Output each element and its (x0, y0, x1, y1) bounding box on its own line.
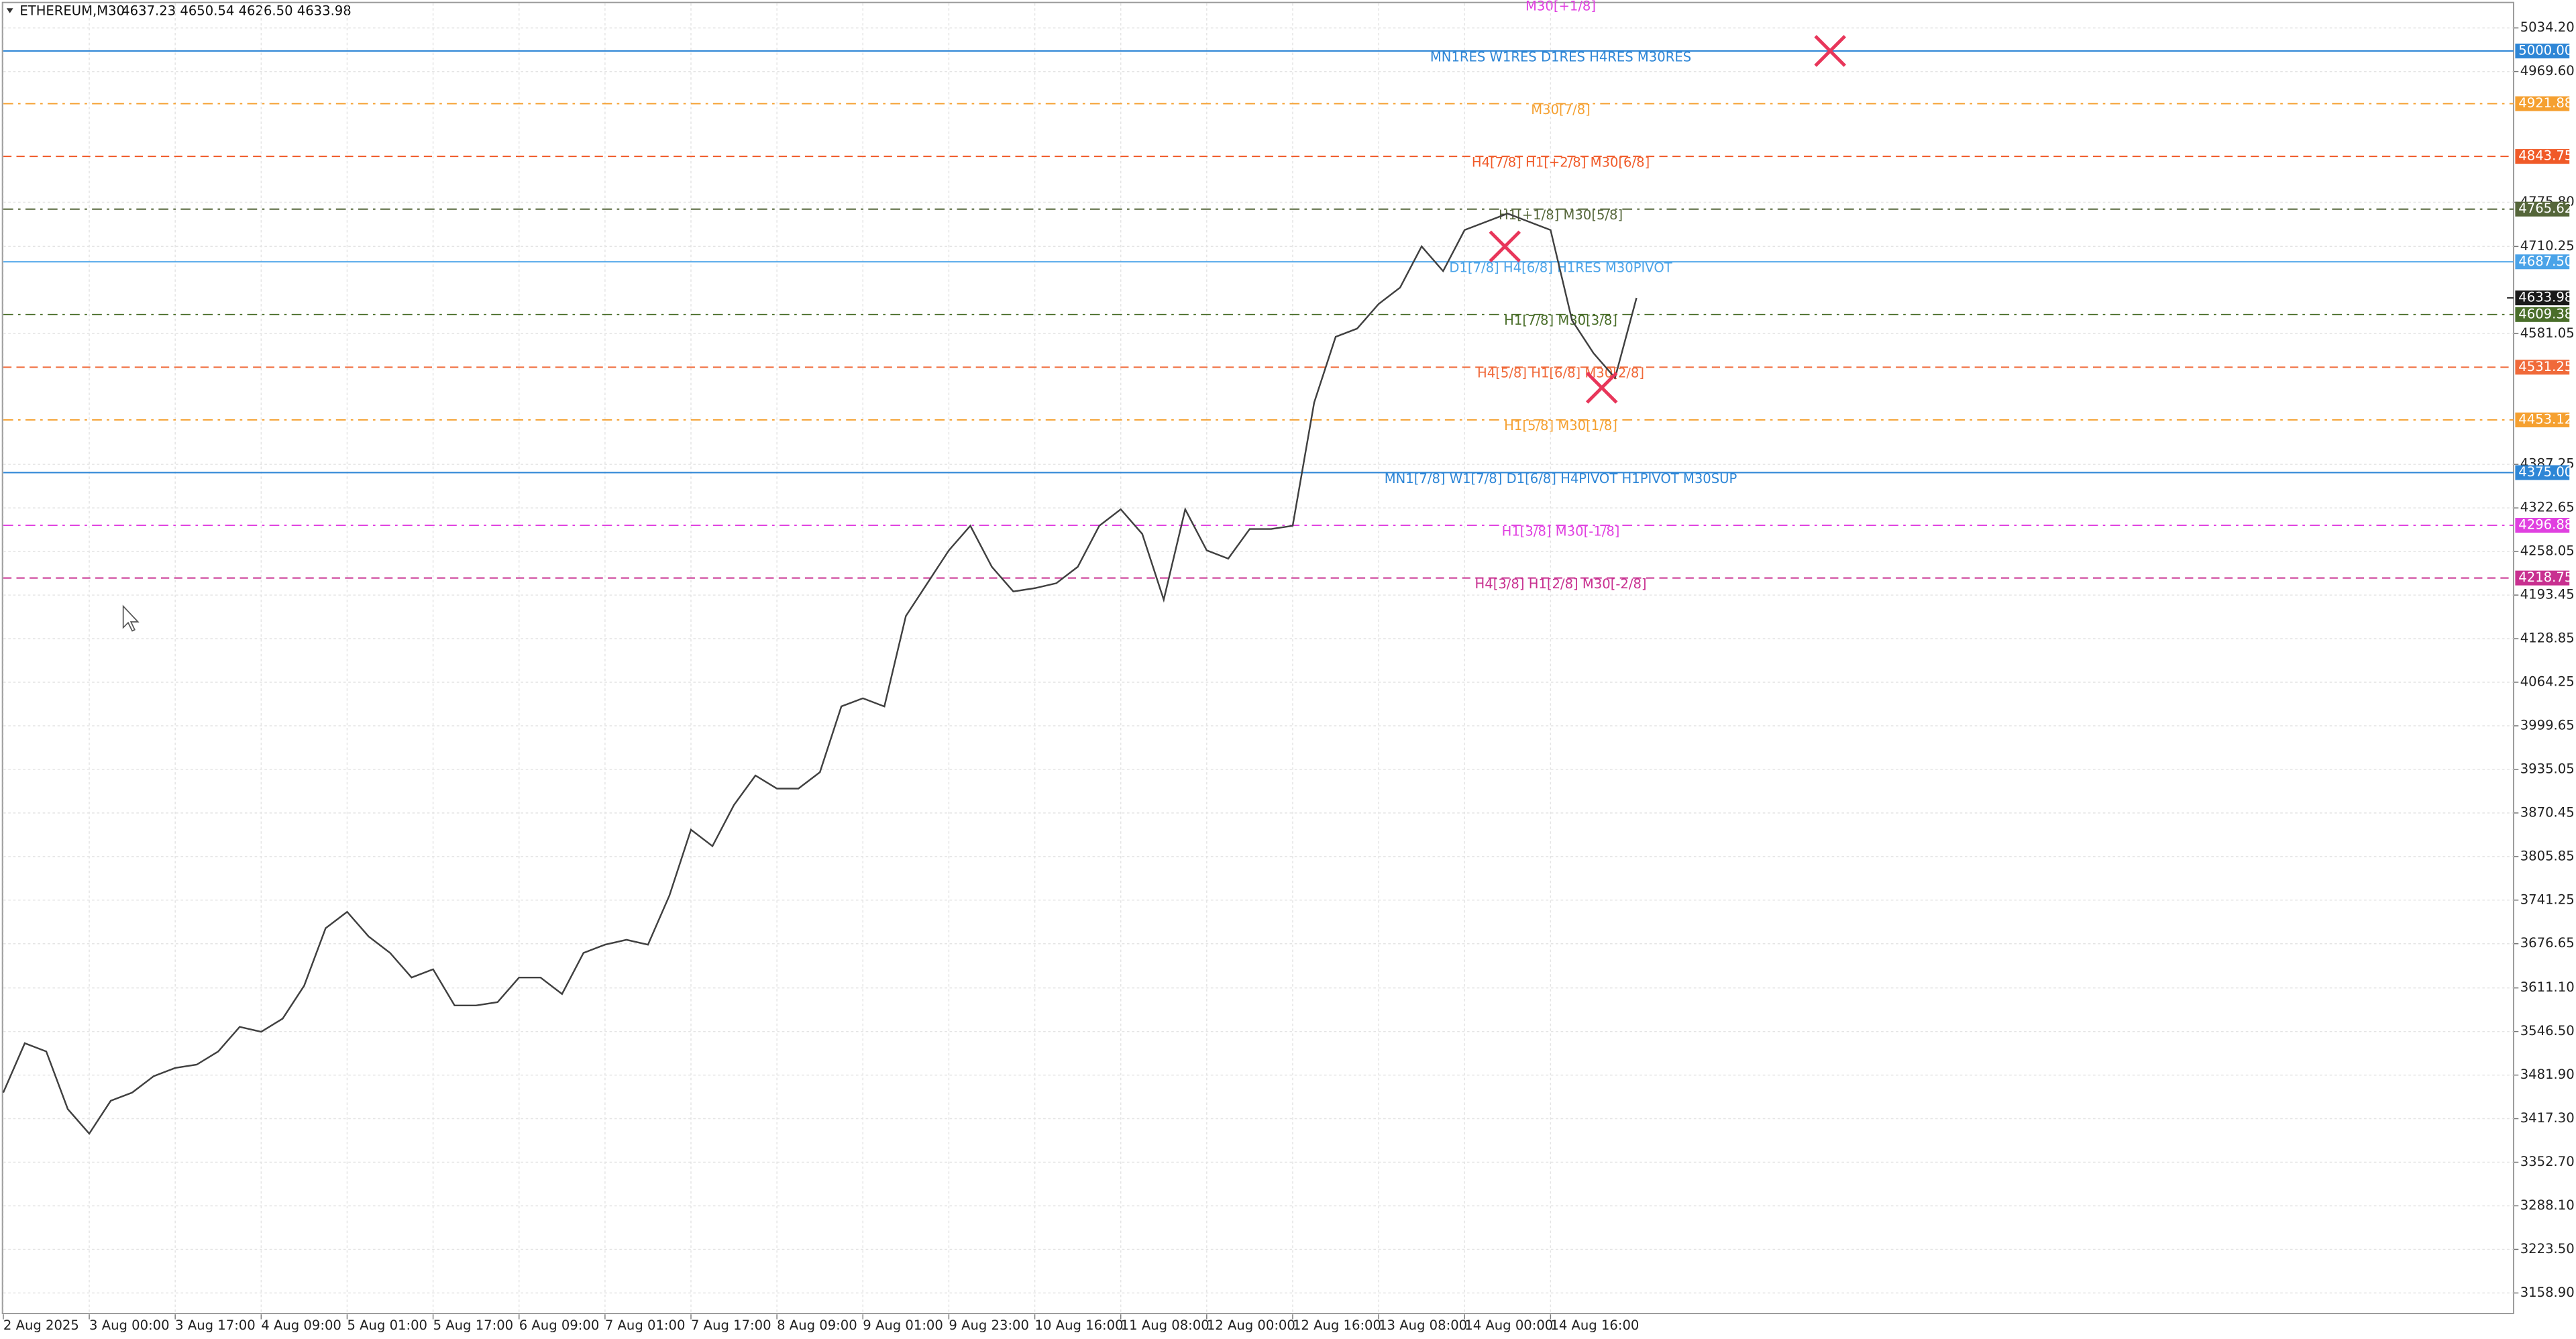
level-text: MN1[7/8] W1[7/8] D1[6/8] H4PIVOT H1PIVOT… (1385, 471, 1737, 486)
price-tag (2515, 254, 2570, 270)
x-tick-label: 5 Aug 17:00 (433, 1318, 514, 1333)
last-price-tag (2515, 290, 2570, 306)
y-tick-label: 5034.20 (2520, 19, 2575, 35)
x-tick-label: 4 Aug 09:00 (261, 1318, 341, 1333)
x-tick-label: 14 Aug 16:00 (1550, 1318, 1639, 1333)
cross-marker (1489, 230, 1521, 263)
y-tick-label: 4128.85 (2520, 631, 2575, 646)
cross-marker (1585, 372, 1618, 404)
price-tag (2515, 465, 2570, 480)
x-tick-label: 2 Aug 2025 (3, 1318, 79, 1333)
price-tag (2515, 44, 2570, 59)
price-tag-label: 4921.88 (2518, 95, 2573, 111)
y-tick-label: 3676.65 (2520, 935, 2575, 951)
x-tick-label: 10 Aug 16:00 (1035, 1318, 1124, 1333)
last-price-label: 4633.98 (2518, 290, 2573, 305)
price-tag-label: 4609.38 (2518, 306, 2573, 321)
level-text: H1[+1/8] M30[5/8] (1499, 207, 1623, 223)
price-tag-label: 4453.12 (2518, 411, 2573, 427)
plot-frame (1, 1, 2514, 1315)
price-tag (2515, 412, 2570, 427)
menu-arrow[interactable] (6, 8, 13, 13)
y-tick-label: 3741.25 (2520, 892, 2575, 907)
level-text: H1[3/8] M30[-1/8] (1502, 523, 1620, 539)
y-tick-label: 3158.90 (2520, 1285, 2575, 1300)
y-tick-label: 4258.05 (2520, 543, 2575, 559)
price-tag-label: 4765.62 (2518, 201, 2573, 216)
y-tick-label: 3352.70 (2520, 1154, 2575, 1169)
price-tag (2515, 570, 2570, 586)
y-tick-label: 3223.50 (2520, 1241, 2575, 1256)
cross-markers (1489, 35, 1846, 404)
mouse-cursor (122, 604, 140, 632)
y-tick-label: 3935.05 (2520, 761, 2575, 776)
level-text: M30[+1/8] (1525, 0, 1596, 13)
x-tick-label: 6 Aug 09:00 (519, 1318, 600, 1333)
price-tag (2515, 518, 2570, 533)
y-tick-label: 4710.25 (2520, 238, 2575, 254)
x-tick-label: 12 Aug 00:00 (1207, 1318, 1295, 1333)
price-tag (2515, 96, 2570, 111)
price-tag-label: 4843.75 (2518, 148, 2573, 164)
y-tick-label: 4193.45 (2520, 587, 2575, 602)
price-tag (2515, 360, 2570, 375)
x-tick-label: 14 Aug 00:00 (1464, 1318, 1553, 1333)
level-text: M30[7/8] (1531, 102, 1591, 117)
price-tag-label: 5000.00 (2518, 43, 2573, 58)
price-tag-label: 4687.50 (2518, 254, 2573, 269)
price-tag-label: 4375.00 (2518, 464, 2573, 480)
price-tag-label: 4531.25 (2518, 359, 2573, 374)
y-tick-label: 4969.60 (2520, 63, 2575, 78)
y-tick-label: 3870.45 (2520, 804, 2575, 820)
symbol-title: ETHEREUM,M30 (19, 3, 125, 19)
price-tag (2515, 149, 2570, 164)
level-text: H4[7/8] H1[+2/8] M30[6/8] (1472, 154, 1650, 170)
x-tick-label: 11 Aug 08:00 (1121, 1318, 1210, 1333)
x-tick-label: 9 Aug 01:00 (863, 1318, 943, 1333)
level-text: H4[3/8] H1[2/8] M30[-2/8] (1475, 576, 1647, 592)
level-text: D1[7/8] H4[6/8] H1RES M30PIVOT (1449, 260, 1672, 276)
y-tick-label: 3546.50 (2520, 1023, 2575, 1038)
price-tag-label: 4218.75 (2518, 570, 2573, 585)
y-tick-label: 3417.30 (2520, 1110, 2575, 1126)
level-text: H1[5/8] M30[1/8] (1504, 418, 1617, 433)
x-tick-label: 3 Aug 17:00 (175, 1318, 256, 1333)
y-tick-label: 4064.25 (2520, 674, 2575, 689)
price-tag-label: 4296.88 (2518, 517, 2573, 533)
x-tick-label: 3 Aug 00:00 (89, 1318, 170, 1333)
y-tick-label: 3288.10 (2520, 1197, 2575, 1213)
x-tick-label: 9 Aug 23:00 (949, 1318, 1029, 1333)
y-tick-label: 3611.10 (2520, 979, 2575, 995)
price-tag (2515, 201, 2570, 217)
x-tick-label: 12 Aug 16:00 (1293, 1318, 1381, 1333)
y-tick-label: 3805.85 (2520, 848, 2575, 863)
level-text: H4[5/8] H1[6/8] M30[2/8] (1477, 366, 1644, 381)
price-tag (2515, 307, 2570, 322)
level-text: MN1RES W1RES D1RES H4RES M30RES (1430, 49, 1691, 64)
ohlc-text: 4637.23 4650.54 4626.50 4633.98 (121, 3, 352, 19)
price-line (2, 213, 1638, 1135)
y-tick-label: 4322.65 (2520, 500, 2575, 515)
y-tick-label: 4581.05 (2520, 325, 2575, 341)
y-tick-label: 3999.65 (2520, 717, 2575, 733)
x-tick-label: 5 Aug 01:00 (347, 1318, 427, 1333)
level-text: H1[7/8] M30[3/8] (1504, 313, 1617, 328)
y-tick-label: 3481.90 (2520, 1067, 2575, 1082)
cross-marker (1814, 35, 1846, 67)
x-tick-label: 7 Aug 17:00 (691, 1318, 771, 1333)
x-tick-label: 13 Aug 08:00 (1379, 1318, 1467, 1333)
x-tick-label: 8 Aug 09:00 (777, 1318, 857, 1333)
x-tick-label: 7 Aug 01:00 (605, 1318, 686, 1333)
